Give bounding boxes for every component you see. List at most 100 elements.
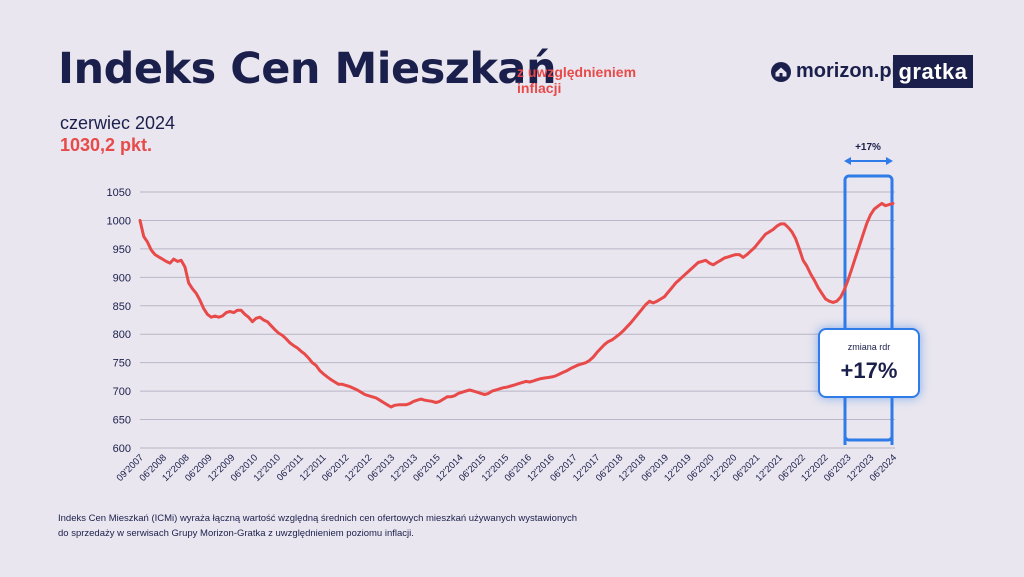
data-point [509,384,513,388]
data-point [592,355,595,359]
data-point [723,256,726,260]
y-tick-label: 1000 [107,215,131,227]
data-point [329,378,333,381]
data-point [239,309,243,312]
morizon-logo-text: morizon.pl [796,60,898,82]
data-point [835,300,838,303]
data-point [786,226,790,229]
data-point [363,393,366,396]
gratka-logo: gratka [893,55,973,88]
data-point [704,259,707,262]
data-point [221,314,224,318]
data-point [303,352,306,356]
x-axis-ticks: 09'200706'200812'200806'200912'200906'20… [115,452,899,483]
data-point [865,222,868,225]
data-point [670,286,674,289]
data-point [397,403,400,406]
data-point [483,393,486,396]
data-point [798,247,801,251]
data-point [333,380,336,384]
data-point [801,259,805,262]
y-tick-label: 750 [113,358,131,370]
data-point [446,395,449,398]
data-point [693,264,696,268]
data-point [584,361,587,364]
data-point [494,388,498,392]
data-point [153,253,157,256]
data-point [745,253,749,256]
arrow-right-head [886,157,893,165]
data-point [813,279,816,282]
footnote: Indeks Cen Mieszkań (ICMi) wyraża łączną… [58,513,578,539]
data-point [322,372,325,376]
y-tick-label: 1050 [107,187,131,199]
data-point [876,205,880,208]
data-point [535,378,539,381]
data-point [603,343,606,346]
data-point [374,396,378,400]
data-point [730,254,734,257]
data-point [809,272,812,276]
data-point [580,362,584,365]
data-point [461,391,464,394]
y-tick-label: 800 [113,329,131,341]
data-point [157,255,160,259]
data-point [599,347,602,350]
data-point [794,237,797,240]
data-point [247,316,250,319]
data-point [861,233,865,236]
data-point [828,300,831,303]
data-point [423,399,426,402]
data-point [550,375,554,379]
data-point [472,389,475,393]
data-point [307,356,310,360]
data-point [382,401,385,404]
data-point [891,202,895,205]
data-point [565,369,569,372]
data-point [168,261,172,265]
data-point [547,376,550,379]
data-point [311,361,314,364]
data-point [880,202,883,205]
data-point [659,297,662,301]
data-point [191,287,194,290]
data-point [161,257,164,261]
data-point [562,371,565,374]
data-point [858,244,861,248]
data-point [712,263,715,266]
data-point [764,232,767,236]
data-point [663,295,666,298]
data-point [427,399,430,402]
index-value: 1030,2 pkt. [60,135,153,155]
data-point [573,365,576,368]
callout-label: zmiana rdr [847,342,891,352]
data-point [756,242,760,245]
data-point [438,400,441,403]
data-point [884,204,887,207]
data-point [734,253,737,256]
data-point [588,359,591,362]
data-point [262,318,265,322]
data-point [434,401,438,404]
data-point [505,385,509,389]
data-point [674,281,677,285]
data-point [831,301,835,304]
data-point [513,383,516,387]
data-point [359,391,363,394]
data-point [225,311,228,314]
data-point [520,381,524,384]
data-point [284,337,288,340]
data-point [678,278,681,281]
data-point [843,288,846,291]
data-point [873,207,876,211]
data-point [431,400,434,403]
data-point [539,377,543,380]
data-point [888,203,891,206]
data-point [824,297,827,301]
data-point [618,333,621,336]
data-point [142,235,145,238]
data-point [138,219,142,222]
data-point [682,275,685,278]
data-point [195,292,198,295]
data-point [820,292,823,295]
